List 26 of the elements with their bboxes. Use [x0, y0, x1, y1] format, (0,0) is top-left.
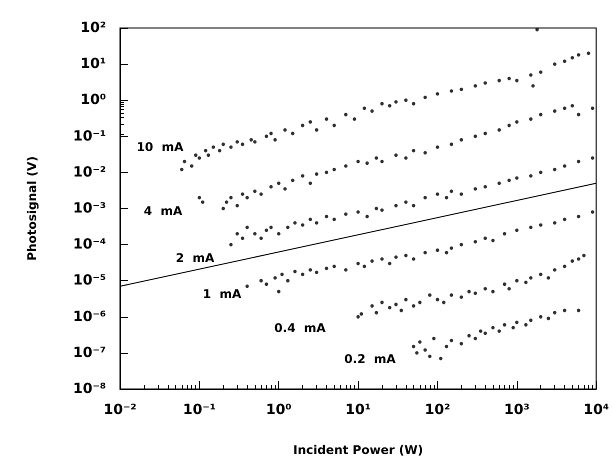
annotation: 1 mA [202, 287, 242, 301]
y-tick-label: 10⁻⁸ [72, 381, 106, 397]
annotation: 0.4 mA [274, 321, 326, 335]
y-tick-label: 10⁻⁷ [72, 344, 106, 361]
x-tick-label: 10⁻² [103, 402, 137, 418]
y-axis-title: Photosignal (V) [25, 156, 39, 261]
x-tick-label: 10⁻¹ [182, 402, 216, 418]
y-tick-label: 10² [80, 20, 106, 36]
x-axis-title: Incident Power (W) [293, 443, 424, 457]
annotation: 10 mA [136, 140, 184, 154]
x-tick-label: 10⁰ [266, 402, 292, 418]
y-tick-label: 10⁻¹ [72, 128, 106, 144]
y-tick-label: 10⁻² [72, 164, 106, 180]
x-tick-label: 10¹ [345, 402, 371, 418]
x-tick-label: 10² [424, 402, 450, 418]
y-tick-label: 10⁻⁶ [72, 308, 106, 325]
y-tick-label: 10¹ [80, 56, 106, 72]
annotation: 0.2 mA [344, 352, 396, 366]
annotation: 2 mA [176, 251, 215, 265]
y-tick-label: 10⁰ [80, 92, 106, 108]
annotation: 4 mA [144, 204, 183, 218]
x-tick-label: 10³ [504, 402, 530, 418]
y-tick-label: 10⁻³ [72, 200, 106, 216]
x-tick-label: 10⁴ [583, 402, 610, 418]
y-tick-label: 10⁻⁴ [72, 236, 106, 253]
y-tick-label: 10⁻⁵ [72, 272, 106, 289]
